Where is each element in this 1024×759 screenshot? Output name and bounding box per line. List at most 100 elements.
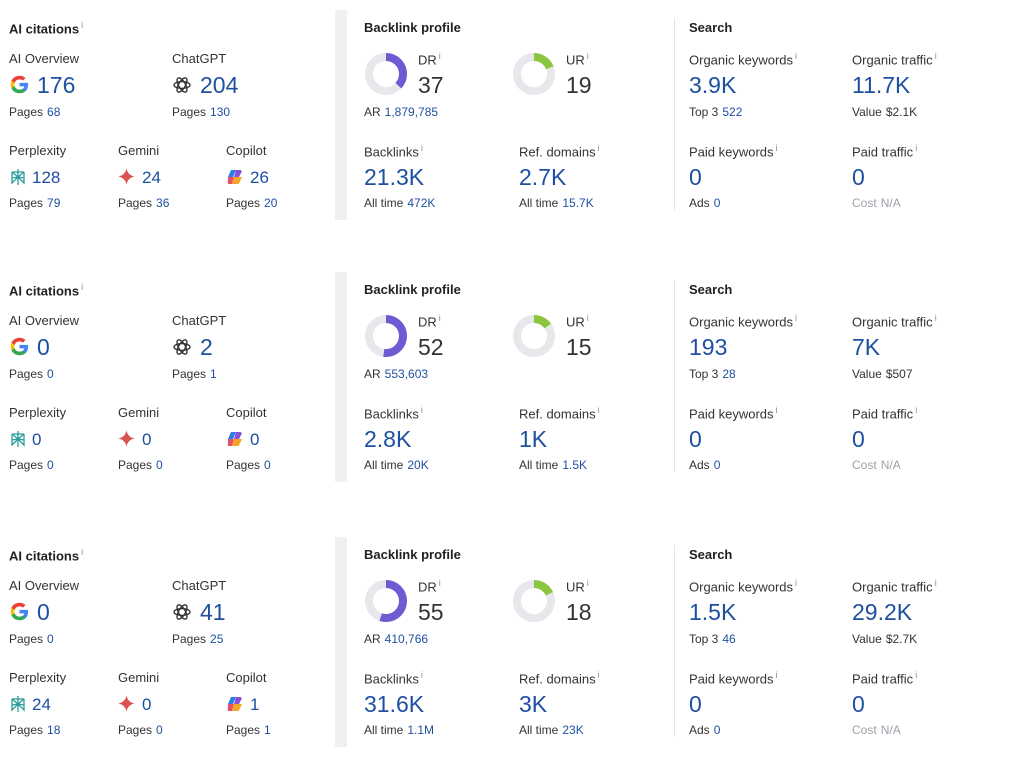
backlinks-value[interactable]: 2.8K	[364, 426, 412, 452]
ref-domains-all-time[interactable]: All time 15.7K	[519, 196, 594, 210]
ur-value[interactable]: 18	[566, 599, 592, 625]
ref-domains-value[interactable]: 1K	[519, 426, 548, 452]
chatgpt-pages[interactable]: Pages 1	[172, 367, 217, 381]
paid-traffic-label: Paid traffic i	[852, 143, 918, 160]
perplexity-citations[interactable]: 24	[32, 695, 51, 714]
perplexity-citations[interactable]: 128	[32, 168, 61, 187]
paid-keywords-value[interactable]: 0	[689, 691, 702, 717]
ur-value[interactable]: 15	[566, 334, 592, 360]
copilot-label: Copilot	[226, 670, 267, 685]
section-separator	[335, 537, 347, 747]
top3-value[interactable]: Top 3 28	[689, 367, 736, 381]
chatgpt-pages[interactable]: Pages 130	[172, 105, 231, 119]
copilot-citations[interactable]: 0	[250, 430, 260, 449]
gemini-pages[interactable]: Pages 0	[118, 458, 163, 472]
top3-value[interactable]: Top 3 522	[689, 105, 743, 119]
perplexity-icon	[9, 430, 27, 453]
perplexity-icon	[9, 695, 27, 718]
organic-keywords-value[interactable]: 3.9K	[689, 72, 737, 98]
backlinks-all-time[interactable]: All time 1.1M	[364, 723, 435, 737]
paid-keywords-value[interactable]: 0	[689, 164, 702, 190]
ur-donut-fill	[513, 580, 555, 622]
gemini-citations[interactable]: 0	[142, 430, 152, 449]
copilot-icon	[226, 430, 244, 453]
ai-overview-citations[interactable]: 0	[37, 599, 50, 625]
ar-value[interactable]: AR 1,879,785	[364, 105, 439, 119]
metrics-card: AI citations i AI Overview 176 Pages 68 Ch…	[0, 0, 1024, 230]
chatgpt-citations[interactable]: 204	[200, 72, 239, 98]
ref-domains-all-time[interactable]: All time 23K	[519, 723, 584, 737]
organic-traffic-value[interactable]: 29.2K	[852, 599, 913, 625]
copilot-citations[interactable]: 1	[250, 695, 260, 714]
backlinks-value[interactable]: 21.3K	[364, 164, 425, 190]
chatgpt-pages[interactable]: Pages 25	[172, 632, 224, 646]
copilot-citations[interactable]: 26	[250, 168, 269, 187]
section-divider	[674, 280, 675, 472]
perplexity-pages[interactable]: Pages 0	[9, 458, 54, 472]
chatgpt-label: ChatGPT	[172, 313, 227, 328]
gemini-pages[interactable]: Pages 0	[118, 723, 163, 737]
dr-value[interactable]: 52	[418, 334, 444, 360]
paid-keywords-value[interactable]: 0	[689, 426, 702, 452]
ref-domains-label: Ref. domains i	[519, 143, 600, 160]
ar-value[interactable]: AR 410,766	[364, 632, 429, 646]
perplexity-citations[interactable]: 0	[32, 430, 42, 449]
metrics-card: AI citations i AI Overview 0 Pages 0 ChatG…	[0, 262, 1024, 492]
chatgpt-icon	[172, 75, 192, 100]
ai-overview-pages[interactable]: Pages 0	[9, 632, 54, 646]
organic-traffic-value[interactable]: 11.7K	[852, 72, 911, 98]
ref-domains-value[interactable]: 2.7K	[519, 164, 567, 190]
gemini-citations[interactable]: 0	[142, 695, 152, 714]
ur-donut	[513, 315, 555, 357]
paid-traffic-value[interactable]: 0	[852, 164, 865, 190]
backlink-profile-title: Backlink profile	[364, 547, 461, 562]
paid-traffic-label: Paid traffic i	[852, 405, 918, 422]
ads-value[interactable]: Ads 0	[689, 196, 721, 210]
google-icon	[9, 336, 30, 362]
chatgpt-citations[interactable]: 2	[200, 334, 213, 360]
top3-value[interactable]: Top 3 46	[689, 632, 736, 646]
copilot-pages[interactable]: Pages 20	[226, 196, 278, 210]
ai-overview-pages[interactable]: Pages 0	[9, 367, 54, 381]
chatgpt-citations[interactable]: 41	[200, 599, 226, 625]
paid-traffic-label: Paid traffic i	[852, 670, 918, 687]
copilot-pages[interactable]: Pages 1	[226, 723, 271, 737]
organic-keywords-value[interactable]: 1.5K	[689, 599, 737, 625]
dr-value[interactable]: 55	[418, 599, 444, 625]
paid-traffic-value[interactable]: 0	[852, 691, 865, 717]
backlinks-all-time[interactable]: All time 472K	[364, 196, 436, 210]
organic-traffic-value[interactable]: 7K	[852, 334, 881, 360]
ar-value[interactable]: AR 553,603	[364, 367, 429, 381]
perplexity-label: Perplexity	[9, 405, 67, 420]
ads-value[interactable]: Ads 0	[689, 458, 721, 472]
ref-domains-all-time[interactable]: All time 1.5K	[519, 458, 588, 472]
section-separator	[335, 10, 347, 220]
perplexity-pages[interactable]: Pages 79	[9, 196, 61, 210]
backlinks-label: Backlinks i	[364, 405, 423, 422]
gemini-pages[interactable]: Pages 36	[118, 196, 170, 210]
dr-donut	[365, 580, 407, 622]
backlinks-all-time[interactable]: All time 20K	[364, 458, 429, 472]
backlink-profile-title: Backlink profile	[364, 282, 461, 297]
ai-overview-citations[interactable]: 0	[37, 334, 50, 360]
paid-keywords-label: Paid keywords i	[689, 670, 778, 687]
ai-overview-citations[interactable]: 176	[37, 72, 76, 98]
ur-value[interactable]: 19	[566, 72, 592, 98]
perplexity-pages[interactable]: Pages 18	[9, 723, 61, 737]
ai-citations-title: AI citations i	[9, 20, 84, 37]
ads-value[interactable]: Ads 0	[689, 723, 721, 737]
ref-domains-label: Ref. domains i	[519, 405, 600, 422]
dr-value[interactable]: 37	[418, 72, 444, 98]
ref-domains-value[interactable]: 3K	[519, 691, 548, 717]
ai-overview-pages[interactable]: Pages 68	[9, 105, 61, 119]
ur-label: UR i	[566, 51, 589, 68]
gemini-citations[interactable]: 24	[142, 168, 161, 187]
organic-keywords-value[interactable]: 193	[689, 334, 728, 360]
chatgpt-label: ChatGPT	[172, 51, 227, 66]
organic-keywords-label: Organic keywords i	[689, 313, 798, 330]
section-divider	[674, 18, 675, 210]
backlinks-value[interactable]: 31.6K	[364, 691, 425, 717]
perplexity-icon	[9, 168, 27, 191]
paid-traffic-value[interactable]: 0	[852, 426, 865, 452]
copilot-pages[interactable]: Pages 0	[226, 458, 271, 472]
